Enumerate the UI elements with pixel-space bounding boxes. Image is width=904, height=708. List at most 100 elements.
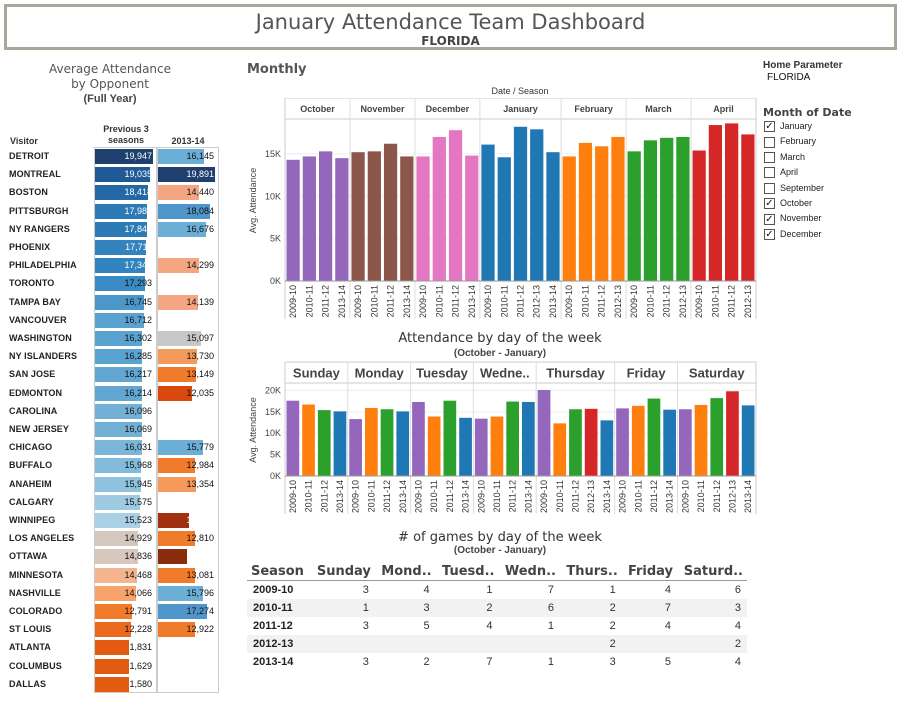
bar-february-2010-11[interactable] [578,142,593,281]
bar-april-2009-10[interactable] [692,150,706,281]
bar-wedne-2011-12[interactable] [506,401,519,476]
prev-bar-dallas[interactable] [95,676,129,692]
bar-thursday-2013-14[interactable] [600,420,614,476]
prev-bar-boston[interactable] [95,185,149,201]
prev-bar-buffalo[interactable] [95,458,142,474]
bar-march-2010-11[interactable] [643,140,658,281]
bar-october-2009-10[interactable] [286,159,300,281]
bar-march-2012-13[interactable] [676,136,690,281]
bar-march-2009-10[interactable] [627,151,641,281]
month-filter-item-december[interactable]: ✓ December [764,229,822,240]
bar-sunday-2013-14[interactable] [333,411,347,476]
checkbox-icon[interactable] [764,167,775,179]
prev-bar-san-jose[interactable] [95,367,143,383]
prev-bar-new-jersey[interactable] [95,422,142,437]
cur-bar-buffalo[interactable] [158,458,196,474]
bar-december-2009-10[interactable] [416,156,430,281]
bar-monday-2009-10[interactable] [349,419,362,476]
bar-thursday-2010-11[interactable] [553,423,567,476]
prev-bar-tampa-bay[interactable] [95,294,144,310]
bar-february-2012-13[interactable] [611,136,625,281]
bar-november-2013-14[interactable] [400,156,414,281]
bar-friday-2011-12[interactable] [647,398,661,476]
prev-bar-toronto[interactable] [95,276,146,292]
bar-december-2011-12[interactable] [448,130,463,281]
prev-bar-ny-rangers[interactable] [95,221,147,237]
bar-tuesday-2013-14[interactable] [459,417,472,476]
cur-bar-edmonton[interactable] [158,385,193,401]
bar-wedne-2013-14[interactable] [522,401,535,476]
prev-bar-detroit[interactable] [95,149,153,164]
bar-october-2010-11[interactable] [302,156,316,281]
bar-thursday-2012-13[interactable] [584,408,598,476]
cur-bar-minnesota[interactable] [158,567,196,583]
bar-friday-2009-10[interactable] [616,408,629,476]
month-filter-item-september[interactable]: September [764,183,824,194]
prev-bar-philadelphia[interactable] [95,258,146,274]
bar-january-2009-10[interactable] [481,144,495,281]
cur-bar-winnipeg[interactable] [158,513,190,528]
month-filter-item-november[interactable]: ✓ November [764,213,822,225]
bar-april-2012-13[interactable] [741,134,755,281]
prev-bar-edmonton[interactable] [95,385,143,401]
cur-bar-los-angeles[interactable] [158,531,195,547]
bar-monday-2013-14[interactable] [396,411,410,476]
prev-bar-washington[interactable] [95,331,143,346]
prev-bar-chicago[interactable] [95,440,142,456]
prev-bar-st-louis[interactable] [95,622,131,638]
bar-sunday-2009-10[interactable] [286,400,300,476]
bar-saturday-2009-10[interactable] [679,409,692,476]
cur-bar-st-louis[interactable] [158,622,195,638]
cur-bar-ny-rangers[interactable] [158,221,206,237]
bar-friday-2013-14[interactable] [663,409,676,476]
bar-tuesday-2009-10[interactable] [412,401,425,476]
bar-october-2011-12[interactable] [318,151,333,281]
month-filter-item-april[interactable]: April [764,167,798,179]
bar-april-2010-11[interactable] [708,125,723,281]
cur-bar-philadelphia[interactable] [158,258,199,274]
cur-bar-anaheim[interactable] [158,476,197,492]
bar-february-2009-10[interactable] [562,156,576,281]
prev-bar-nashville[interactable] [95,585,136,601]
cur-bar-boston[interactable] [158,185,200,201]
prev-bar-montreal[interactable] [95,167,151,183]
checkbox-icon[interactable]: ✓ [764,228,775,240]
cur-bar-detroit[interactable] [158,149,205,164]
prev-bar-winnipeg[interactable] [95,513,141,528]
prev-bar-pittsburgh[interactable] [95,203,148,219]
cur-bar-pittsburgh[interactable] [158,203,210,219]
cur-bar-ny-islanders[interactable] [158,349,198,365]
bar-november-2010-11[interactable] [367,151,381,281]
bar-november-2009-10[interactable] [351,152,365,281]
cur-bar-ottawa[interactable] [158,549,187,565]
prev-bar-ny-islanders[interactable] [95,349,143,365]
cur-bar-nashville[interactable] [158,585,204,601]
month-filter-item-october[interactable]: ✓ October [764,198,812,210]
prev-bar-anaheim[interactable] [95,476,142,492]
prev-bar-calgary[interactable] [95,494,141,510]
bar-november-2011-12[interactable] [383,143,398,281]
cur-bar-san-jose[interactable] [158,367,196,383]
bar-thursday-2009-10[interactable] [537,389,551,476]
bar-monday-2011-12[interactable] [380,409,394,476]
checkbox-icon[interactable] [764,136,775,148]
bar-monday-2010-11[interactable] [365,407,378,476]
bar-saturday-2013-14[interactable] [741,405,755,476]
prev-bar-carolina[interactable] [95,403,142,419]
cur-bar-tampa-bay[interactable] [158,294,199,310]
prev-bar-los-angeles[interactable] [95,531,139,547]
bar-march-2011-12[interactable] [660,137,674,281]
bar-friday-2010-11[interactable] [631,405,645,476]
bar-wedne-2010-11[interactable] [490,416,504,476]
prev-bar-ottawa[interactable] [95,549,139,565]
home-parameter-select[interactable]: FLORIDA [767,72,811,83]
bar-thursday-2011-12[interactable] [569,409,582,476]
prev-bar-columbus[interactable] [95,658,129,674]
checkbox-icon[interactable]: ✓ [764,198,775,210]
cur-bar-colorado[interactable] [158,604,208,619]
bar-february-2011-12[interactable] [595,146,609,281]
bar-january-2013-14[interactable] [546,152,560,281]
bar-wedne-2009-10[interactable] [474,418,488,476]
bar-april-2011-12[interactable] [725,123,739,282]
prev-bar-minnesota[interactable] [95,567,138,583]
